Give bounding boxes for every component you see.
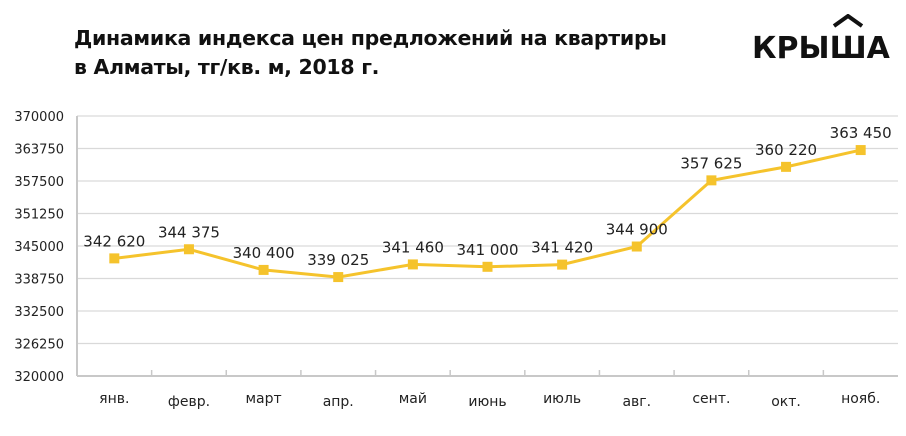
data-label: 344 900 (606, 221, 668, 239)
data-label: 357 625 (680, 154, 742, 172)
data-point (781, 161, 792, 172)
data-point (333, 272, 344, 283)
data-point (557, 259, 568, 270)
x-tick-label: июнь (468, 394, 506, 410)
x-tick-label: нояб. (841, 391, 880, 407)
data-label: 339 025 (307, 251, 369, 269)
data-point (706, 175, 717, 186)
x-tick-label: май (399, 391, 427, 407)
data-label: 363 450 (830, 124, 892, 142)
data-point (482, 261, 493, 272)
data-point (631, 241, 642, 252)
chart-title-line-2: в Алматы, тг/кв. м, 2018 г. (74, 55, 380, 79)
y-tick-label: 370000 (14, 110, 64, 125)
logo-text: КРЫША (752, 31, 891, 64)
y-tick-label: 363750 (14, 143, 64, 158)
data-label: 360 220 (755, 141, 817, 159)
x-tick-label: апр. (323, 394, 354, 410)
y-tick-label: 357500 (14, 175, 64, 190)
data-point (109, 253, 120, 264)
y-tick-label: 338750 (14, 273, 64, 288)
x-tick-label: авг. (622, 394, 651, 410)
y-tick-label: 332500 (14, 305, 64, 320)
y-tick-label: 351250 (14, 208, 64, 223)
x-tick-label: февр. (168, 394, 210, 410)
data-label: 341 460 (382, 238, 444, 256)
data-label: 341 000 (456, 241, 518, 259)
y-tick-label: 345000 (14, 240, 64, 255)
roof-icon (832, 14, 864, 28)
chart-title-line-1: Динамика индекса цен предложений на квар… (74, 26, 667, 50)
x-tick-label: окт. (771, 394, 801, 410)
data-label: 340 400 (233, 244, 295, 262)
x-tick-label: янв. (99, 391, 129, 407)
chart-title: Динамика индекса цен предложений на квар… (74, 24, 667, 82)
data-point (258, 264, 269, 275)
data-label: 341 420 (531, 239, 593, 257)
y-tick-label: 326250 (14, 338, 64, 353)
x-tick-label: июль (543, 391, 581, 407)
x-tick-label: март (245, 391, 281, 407)
x-tick-label: сент. (692, 391, 730, 407)
data-point (855, 145, 866, 156)
data-point (183, 244, 194, 255)
data-point (407, 259, 418, 270)
y-tick-label: 320000 (14, 370, 64, 385)
krysha-logo: КРЫША (752, 14, 891, 64)
data-label: 344 375 (158, 223, 220, 241)
data-label: 342 620 (83, 232, 145, 250)
